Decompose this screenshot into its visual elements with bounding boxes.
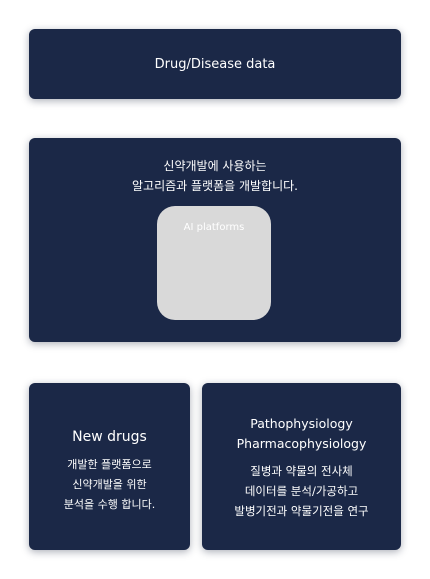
drug-disease-data-label: Drug/Disease data — [154, 56, 276, 72]
drug-disease-data-card: Drug/Disease data — [29, 29, 401, 99]
description-line: 발병기전과 약물기전을 연구 — [234, 504, 369, 518]
description-line: 신약개발을 위한 — [72, 478, 147, 491]
title-line: Pharmacophysiology — [236, 436, 367, 451]
algorithm-platform-card: 신약개발에 사용하는 알고리즘과 플랫폼을 개발합니다. AI platform… — [29, 138, 401, 342]
title-line: Pathophysiology — [250, 416, 353, 431]
ai-platforms-box: AI platforms — [157, 206, 271, 320]
description-line: 개발한 플랫폼으로 — [67, 458, 152, 471]
description-line: 질병과 약물의 전사체 — [250, 464, 353, 478]
description-line: 데이터를 분석/가공하고 — [244, 484, 359, 498]
new-drugs-card: New drugs 개발한 플랫폼으로 신약개발을 위한 분석을 수행 합니다. — [29, 383, 190, 550]
algorithm-platform-description: 신약개발에 사용하는 알고리즘과 플랫폼을 개발합니다. — [29, 156, 401, 196]
description-line: 신약개발에 사용하는 — [163, 159, 267, 173]
description-line: 분석을 수행 합니다. — [63, 498, 156, 511]
new-drugs-description: 개발한 플랫폼으로 신약개발을 위한 분석을 수행 합니다. — [29, 455, 190, 515]
physiology-card: Pathophysiology Pharmacophysiology 질병과 약… — [202, 383, 401, 550]
ai-platforms-label: AI platforms — [183, 222, 245, 233]
physiology-description: 질병과 약물의 전사체 데이터를 분석/가공하고 발병기전과 약물기전을 연구 — [202, 461, 401, 521]
description-line: 알고리즘과 플랫폼을 개발합니다. — [131, 179, 298, 193]
physiology-title: Pathophysiology Pharmacophysiology — [202, 414, 401, 454]
new-drugs-title: New drugs — [72, 429, 147, 445]
